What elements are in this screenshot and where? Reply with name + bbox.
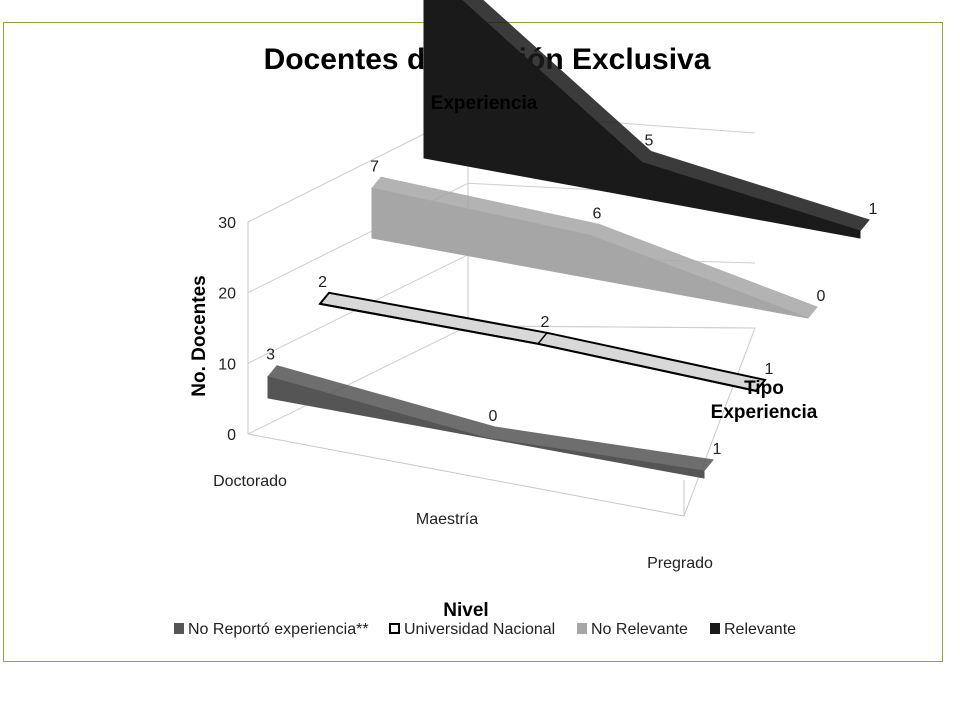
- data-label: 7: [370, 158, 379, 175]
- legend-swatch: [389, 623, 400, 634]
- data-label: 2: [318, 274, 327, 291]
- experiencia-label: Experiencia: [431, 93, 538, 114]
- data-label: 1: [869, 201, 878, 218]
- area-front: [423, 0, 861, 239]
- area-front: [267, 376, 705, 479]
- chart-series: [267, 0, 870, 479]
- category-label: Doctorado: [213, 473, 287, 490]
- y-tick-label: 10: [218, 356, 236, 373]
- data-label: 1: [713, 441, 722, 458]
- series-1: [267, 365, 714, 479]
- data-label: 3: [266, 347, 275, 364]
- area-front: [371, 187, 809, 319]
- legend-item: No Reportó experiencia**: [174, 621, 369, 638]
- data-label: 1: [765, 361, 774, 378]
- x-axis-title: Nivel: [443, 600, 488, 621]
- z-axis-title: Tipo Experiencia: [711, 378, 818, 423]
- legend-swatch: [577, 623, 587, 634]
- category-label: Maestría: [416, 511, 478, 528]
- ribbon-top: [318, 291, 767, 393]
- series-3: [371, 176, 818, 319]
- legend-label: Relevante: [724, 621, 796, 638]
- data-label: 0: [489, 408, 498, 425]
- data-label: 0: [817, 288, 826, 305]
- floor: [247, 325, 756, 517]
- legend-swatch: [174, 623, 184, 634]
- legend-swatch: [710, 623, 720, 634]
- legend: No Reportó experiencia** Universidad Naci…: [174, 621, 796, 638]
- data-label: 2: [541, 314, 550, 331]
- y-axis-title: No. Docentes: [189, 275, 210, 396]
- y-tick-label: 30: [218, 215, 236, 232]
- data-label: 6: [593, 205, 602, 222]
- legend-label: No Reportó experiencia**: [188, 621, 369, 638]
- chart-labels: 2751760221301DoctoradoMaestríaPregrado: [213, 133, 878, 573]
- y-tick-label: 20: [218, 286, 236, 303]
- legend-item: Universidad Nacional: [389, 621, 555, 638]
- y-tick-label: 0: [227, 427, 236, 444]
- ribbon-divider: [537, 332, 548, 345]
- series-2: [318, 291, 767, 393]
- data-label: 5: [645, 133, 654, 150]
- legend-label: No Relevante: [591, 621, 688, 638]
- z-axis-title-line: Tipo: [744, 378, 784, 399]
- legend-item: No Relevante: [577, 621, 688, 638]
- series-4: [423, 0, 870, 239]
- category-label: Pregrado: [647, 555, 713, 572]
- legend-label: Universidad Nacional: [404, 621, 555, 638]
- legend-item: Relevante: [710, 621, 796, 638]
- z-axis-title-line: Experiencia: [711, 402, 818, 423]
- ribbon-edge: [319, 302, 757, 392]
